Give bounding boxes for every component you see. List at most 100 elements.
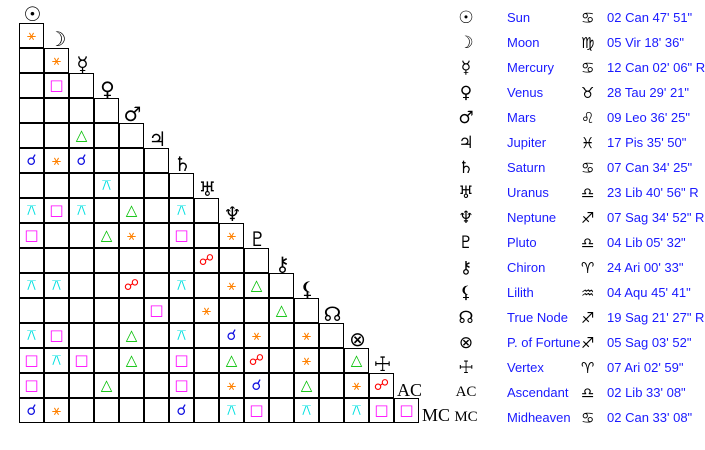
aspect-cell-p-of-fortune-uranus xyxy=(194,323,219,348)
body-position: 05 Vir 18' 36" xyxy=(607,35,684,50)
aspect-cell-pluto-venus: △ xyxy=(94,223,119,248)
aspect-cell-vertex-chiron xyxy=(269,348,294,373)
tri-aspect-icon: △ xyxy=(100,376,113,394)
body-name: Mercury xyxy=(507,60,554,75)
venus-icon: ♀ xyxy=(459,82,473,103)
aspect-cell-neptune-mercury: ⚻ xyxy=(69,198,94,223)
aspect-cell-neptune-sun: ⚻ xyxy=(19,198,44,223)
aspect-cell-lilith-mars: ☍ xyxy=(119,273,144,298)
mercury-icon: ☿ xyxy=(460,57,472,78)
conj-aspect-icon: ☌ xyxy=(26,401,37,419)
aspect-cell-p-of-fortune-neptune: ☌ xyxy=(219,323,244,348)
aspect-cell-vertex-mars: △ xyxy=(119,348,144,373)
zodiac-sign-icon: ♓ xyxy=(581,133,595,152)
aspect-cell-midheaven-vertex: □ xyxy=(369,398,394,423)
mercury-glyph-icon: ☿ xyxy=(76,52,89,76)
sext-aspect-icon: ⚹ xyxy=(51,401,61,419)
body-name: True Node xyxy=(507,310,568,325)
aspect-cell-p-of-fortune-true-node xyxy=(319,323,344,348)
position-row-lilith: ⚸ Lilith ♒ 04 Aqu 45' 41" xyxy=(450,280,705,305)
sq-aspect-icon: □ xyxy=(399,401,414,419)
qx-aspect-icon: ⚻ xyxy=(101,176,112,194)
aspect-cell-chiron-sun xyxy=(19,248,44,273)
aspect-cell-chiron-jupiter xyxy=(144,248,169,273)
body-position: 02 Can 47' 51" xyxy=(607,10,693,25)
p-of-fortune-glyph-icon: ⊗ xyxy=(349,327,366,351)
aspect-cell-true-node-pluto xyxy=(244,298,269,323)
aspect-cell-moon-sun: ⚹ xyxy=(19,23,44,48)
aspect-cell-uranus-mercury xyxy=(69,173,94,198)
aspect-cell-jupiter-mercury: △ xyxy=(69,123,94,148)
zodiac-sign-icon: ♈ xyxy=(581,358,595,377)
conj-aspect-icon: ☌ xyxy=(176,401,187,419)
aspect-cell-ascendant-mercury xyxy=(69,373,94,398)
tri-aspect-icon: △ xyxy=(125,351,138,369)
aspect-cell-p-of-fortune-venus xyxy=(94,323,119,348)
body-name: Ascendant xyxy=(507,385,569,400)
aspect-cell-true-node-uranus: ⚹ xyxy=(194,298,219,323)
aspect-cell-vertex-sun: □ xyxy=(19,348,44,373)
aspect-cell-vertex-venus xyxy=(94,348,119,373)
body-position: 24 Ari 00' 33" xyxy=(607,260,684,275)
aspect-cell-midheaven-chiron xyxy=(269,398,294,423)
sq-aspect-icon: □ xyxy=(24,351,39,369)
body-position: 12 Can 02' 06" R xyxy=(607,60,705,75)
aspect-cell-true-node-sun xyxy=(19,298,44,323)
aspect-cell-midheaven-uranus xyxy=(194,398,219,423)
aspect-cell-ascendant-true-node xyxy=(319,373,344,398)
aspect-cell-neptune-moon: □ xyxy=(44,198,69,223)
aspect-cell-jupiter-mars xyxy=(119,123,144,148)
aspect-cell-lilith-moon: ⚻ xyxy=(44,273,69,298)
sq-aspect-icon: □ xyxy=(149,301,164,319)
aspect-cell-midheaven-sun: ☌ xyxy=(19,398,44,423)
body-position: 04 Lib 05' 32" xyxy=(607,235,686,250)
tri-aspect-icon: △ xyxy=(75,126,88,144)
aspect-cell-true-node-saturn xyxy=(169,298,194,323)
tri-aspect-icon: △ xyxy=(350,351,363,369)
aspect-cell-true-node-venus xyxy=(94,298,119,323)
qx-aspect-icon: ⚻ xyxy=(26,326,37,344)
aspect-cell-midheaven-neptune: ⚻ xyxy=(219,398,244,423)
aspect-cell-ascendant-saturn: □ xyxy=(169,373,194,398)
aspect-cell-ascendant-chiron xyxy=(269,373,294,398)
tri-aspect-icon: △ xyxy=(100,226,113,244)
opp-aspect-icon: ☍ xyxy=(123,276,140,294)
body-name: Uranus xyxy=(507,185,549,200)
position-row-true-node: ☊ True Node ♐ 19 Sag 21' 27" R xyxy=(450,305,705,330)
aspect-cell-p-of-fortune-moon: □ xyxy=(44,323,69,348)
sq-aspect-icon: □ xyxy=(24,376,39,394)
position-row-venus: ♀ Venus ♉ 28 Tau 29' 21" xyxy=(450,80,705,105)
sext-aspect-icon: ⚹ xyxy=(126,226,136,244)
aspect-cell-neptune-jupiter xyxy=(144,198,169,223)
qx-aspect-icon: ⚻ xyxy=(176,201,187,219)
zodiac-sign-icon: ♐ xyxy=(581,308,595,327)
aspect-cell-uranus-venus: ⚻ xyxy=(94,173,119,198)
aspect-cell-vertex-jupiter xyxy=(144,348,169,373)
vertex-glyph-icon: ☩ xyxy=(373,352,392,376)
zodiac-sign-icon: ♐ xyxy=(581,333,595,352)
tri-aspect-icon: △ xyxy=(125,326,138,344)
sext-aspect-icon: ⚹ xyxy=(251,326,261,344)
aspect-cell-lilith-mercury xyxy=(69,273,94,298)
aspect-cell-ascendant-venus: △ xyxy=(94,373,119,398)
aspect-cell-vertex-neptune: △ xyxy=(219,348,244,373)
body-position: 07 Ari 02' 59" xyxy=(607,360,684,375)
qx-aspect-icon: ⚻ xyxy=(176,276,187,294)
aspect-cell-ascendant-moon xyxy=(44,373,69,398)
aspect-cell-true-node-moon xyxy=(44,298,69,323)
aspect-cell-pluto-uranus xyxy=(194,223,219,248)
sext-aspect-icon: ⚹ xyxy=(51,51,61,69)
body-name: Moon xyxy=(507,35,540,50)
aspect-cell-p-of-fortune-mars: △ xyxy=(119,323,144,348)
aspect-cell-pluto-saturn: □ xyxy=(169,223,194,248)
body-name: Venus xyxy=(507,85,544,100)
aspect-cell-mars-sun xyxy=(19,98,44,123)
moon-icon: ☽ xyxy=(458,32,474,53)
body-name: Neptune xyxy=(507,210,557,225)
aspect-cell-mars-mercury xyxy=(69,98,94,123)
aspect-cell-ascendant-mars xyxy=(119,373,144,398)
aspect-cell-venus-moon: □ xyxy=(44,73,69,98)
sq-aspect-icon: □ xyxy=(49,76,64,94)
position-row-neptune: ♆ Neptune ♐ 07 Sag 34' 52" R xyxy=(450,205,705,230)
aspect-cell-vertex-moon: ⚻ xyxy=(44,348,69,373)
